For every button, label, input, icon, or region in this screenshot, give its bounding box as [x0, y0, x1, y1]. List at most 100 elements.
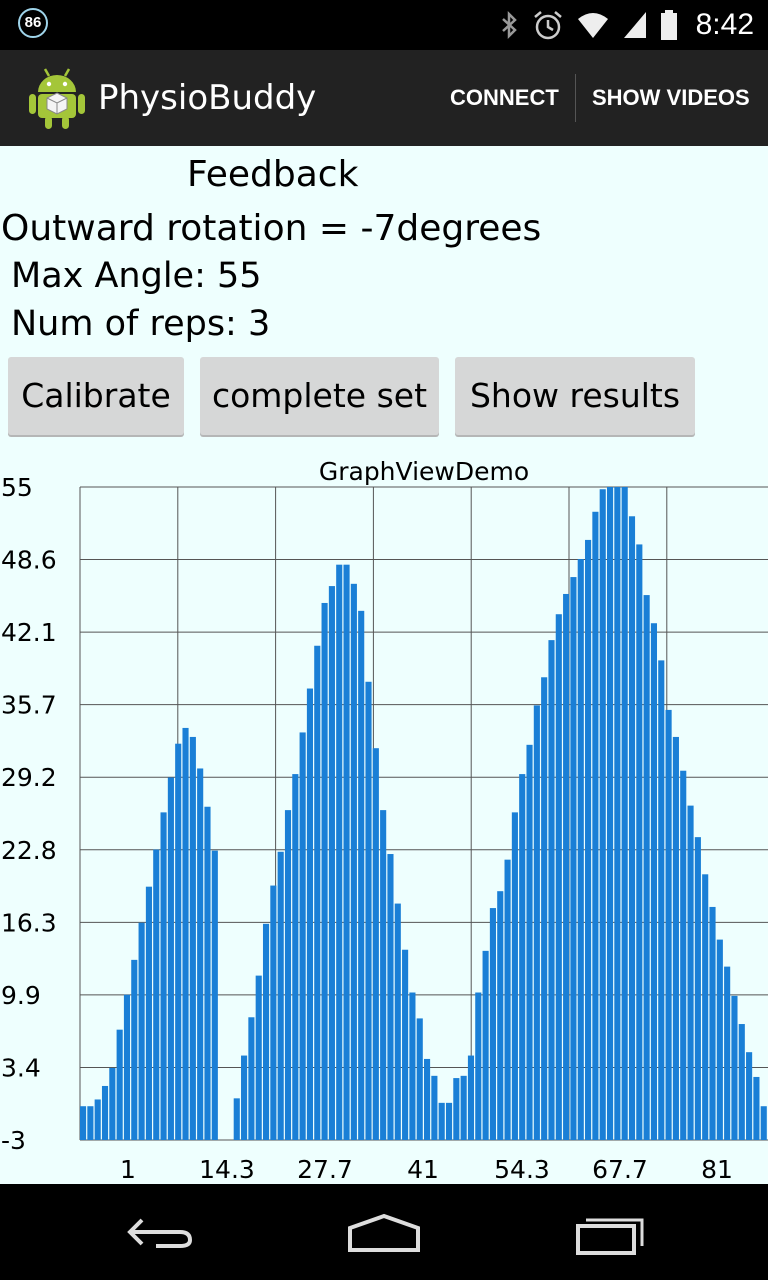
x-tick-label: 14.3 [199, 1155, 255, 1184]
android-logo-icon [29, 68, 85, 129]
chart-bar [563, 593, 570, 1140]
chart-bar [248, 1017, 255, 1140]
chart-bar [482, 950, 489, 1140]
chart-bar [548, 640, 555, 1140]
chart-bar [314, 645, 321, 1140]
y-tick-label: -3 [1, 1126, 26, 1155]
chart-bar [262, 923, 270, 1140]
max-angle-readout: Max Angle: 55 [11, 256, 262, 296]
rotation-readout: Outward rotation = -7degrees [1, 208, 542, 249]
chart-bar [343, 564, 350, 1140]
wifi-icon [577, 13, 608, 38]
chart-bar [753, 1076, 760, 1140]
complete-set-button[interactable]: complete set [200, 357, 439, 435]
battery-icon [660, 10, 677, 40]
chart-bar [731, 995, 738, 1140]
y-tick-label: 16.3 [1, 908, 57, 937]
chart-bar [665, 709, 672, 1140]
chart-bar [511, 812, 518, 1140]
chart-bar [138, 922, 145, 1140]
chart-bar [365, 681, 372, 1140]
y-tick-label: 35.7 [1, 691, 57, 720]
recent-apps-icon[interactable] [574, 1212, 646, 1256]
chart-bar [658, 660, 665, 1140]
chart-bar [709, 906, 716, 1140]
alarm-icon [533, 11, 562, 40]
home-icon[interactable] [346, 1212, 422, 1254]
signal-icon [623, 12, 646, 38]
chart-bar [80, 1106, 87, 1140]
x-tick-label: 41 [407, 1155, 439, 1184]
chart-bar [270, 885, 277, 1140]
y-tick-label: 9.9 [1, 981, 41, 1010]
chart-bar [628, 516, 636, 1140]
show-videos-button[interactable]: SHOW VIDEOS [592, 85, 750, 110]
chart-bar [475, 992, 482, 1140]
chart-bar [650, 623, 658, 1140]
back-icon[interactable] [126, 1212, 196, 1252]
chart-bar [555, 614, 562, 1140]
action-bar: PhysioBuddy CONNECT SHOW VIDEOS [0, 50, 768, 146]
chart-bar [153, 849, 160, 1140]
chart-bar [687, 805, 694, 1140]
chart-bar [197, 768, 204, 1140]
chart-bar [182, 727, 189, 1140]
x-tick-label: 27.7 [297, 1155, 353, 1184]
chart-bar [380, 810, 387, 1140]
chart-bar [746, 1052, 753, 1140]
y-tick-label: 29.2 [1, 763, 57, 792]
chart-title: GraphViewDemo [319, 457, 529, 486]
feedback-heading: Feedback [187, 154, 359, 195]
chart-bar [116, 1029, 123, 1140]
chart-bar [533, 705, 540, 1140]
chart-bar [526, 744, 533, 1140]
chart-bar [145, 886, 152, 1140]
chart-bar [424, 1058, 431, 1140]
chart-bar [702, 874, 709, 1140]
chart-bar [504, 859, 511, 1140]
chart-bar [131, 959, 138, 1140]
chart-bar [160, 812, 167, 1140]
chart-bar [277, 851, 284, 1140]
calibrate-button[interactable]: Calibrate [8, 357, 184, 435]
chart-bar [387, 854, 394, 1140]
x-tick-label: 54.3 [494, 1155, 550, 1184]
navigation-bar [0, 1184, 768, 1280]
chart-bar [336, 564, 343, 1140]
chart-bar [680, 770, 687, 1140]
chart-bar [299, 732, 306, 1140]
chart-bar [241, 1055, 248, 1140]
bluetooth-icon [501, 10, 517, 40]
content-area: Feedback Outward rotation = -7degrees Ma… [0, 146, 768, 1184]
action-divider [575, 74, 576, 122]
chart-bar [189, 736, 196, 1140]
notification-count-badge: 86 [18, 8, 48, 38]
show-results-button[interactable]: Show results [455, 357, 695, 435]
chart-bar [394, 903, 401, 1140]
chart-bar [614, 487, 621, 1140]
chart-bar [233, 1098, 240, 1140]
chart-bar [321, 602, 328, 1140]
chart-bar [438, 1102, 445, 1140]
chart-bar [255, 975, 262, 1140]
y-tick-label: 48.6 [1, 546, 57, 575]
chart-bar [489, 908, 496, 1140]
chart-bar [672, 736, 679, 1140]
chart-bar [211, 850, 218, 1140]
chart-bar [724, 966, 731, 1140]
chart-bar [87, 1106, 94, 1140]
chart-bar [621, 487, 628, 1140]
chart-bar [350, 583, 357, 1140]
chart-bar [284, 810, 292, 1140]
chart-labels: 55 48.6 42.1 35.7 29.2 22.8 16.3 9.9 3.4 -3 1 14.3 2… [1, 457, 733, 1184]
chart-bar [694, 837, 701, 1140]
x-tick-label: 1 [120, 1155, 136, 1184]
chart-bar [328, 586, 335, 1140]
chart-bar [431, 1075, 438, 1140]
chart-bar [570, 577, 577, 1140]
chart-bar [409, 992, 416, 1140]
chart-bar [453, 1078, 460, 1140]
reps-readout: Num of reps: 3 [11, 304, 271, 344]
chart-bar [101, 1085, 109, 1140]
connect-button[interactable]: CONNECT [450, 85, 559, 110]
